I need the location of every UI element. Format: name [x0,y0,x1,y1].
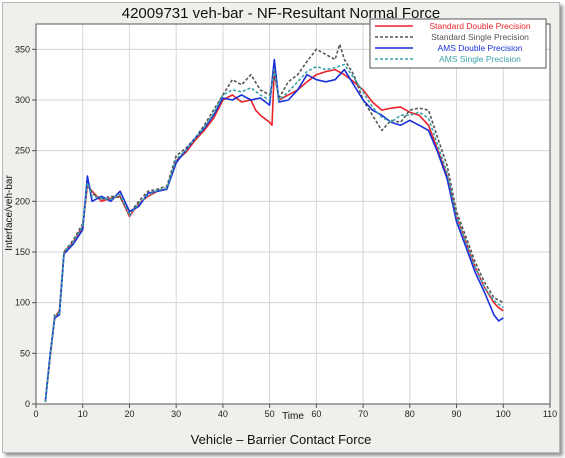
y-axis-label: Interface/veh-bar [4,175,15,251]
y-tick-label: 0 [25,399,30,409]
series-line-3 [44,58,504,403]
legend-label: AMS Single Precision [439,54,521,64]
series-line-1 [44,68,504,403]
y-tick-label: 200 [15,196,30,206]
chart-window: 42009731 veh-bar - NF-Resultant Normal F… [2,2,560,453]
x-tick-label: 90 [452,409,462,419]
x-tick-label: 10 [78,409,88,419]
y-tick-label: 150 [15,247,30,257]
y-tick-label: 50 [20,348,30,358]
chart-title: 42009731 veh-bar - NF-Resultant Normal F… [121,5,441,22]
plot-area [36,24,550,404]
x-tick-label: 100 [496,409,511,419]
x-tick-label: 50 [265,409,275,419]
legend-label: Standard Double Precision [429,21,530,31]
x-tick-label: 20 [124,409,134,419]
x-axis: 0 10 20 30 40 50 60 70 80 90 100 110 [33,404,557,419]
chart-footer: Vehicle – Barrier Contact Force [190,432,372,447]
x-tick-label: 40 [218,409,228,419]
legend-box [369,18,547,69]
x-tick-label: 80 [405,409,415,419]
x-tick-label: 110 [543,409,557,419]
plot-border [35,23,551,405]
y-tick-label: 300 [15,95,30,105]
y-axis: 0 50 100 150 200 250 300 350 [15,44,36,409]
x-tick-label: 30 [171,409,181,419]
x-tick-label: 0 [33,409,38,419]
y-tick-label: 350 [15,44,30,54]
x-tick-label: 70 [358,409,368,419]
series-line-4 [44,63,504,403]
chart-svg: 0 10 20 30 40 50 60 70 80 90 100 110 0 50 100 150 200 25… [4,18,557,422]
series-layer [44,43,504,403]
legend-label: Standard Single Precision [431,32,529,42]
x-tick-label: 60 [311,409,321,419]
x-axis-label: Time [282,411,304,422]
legend-label: AMS Double Precision [437,43,522,53]
y-tick-label: 100 [15,298,30,308]
y-tick-label: 250 [15,146,30,156]
